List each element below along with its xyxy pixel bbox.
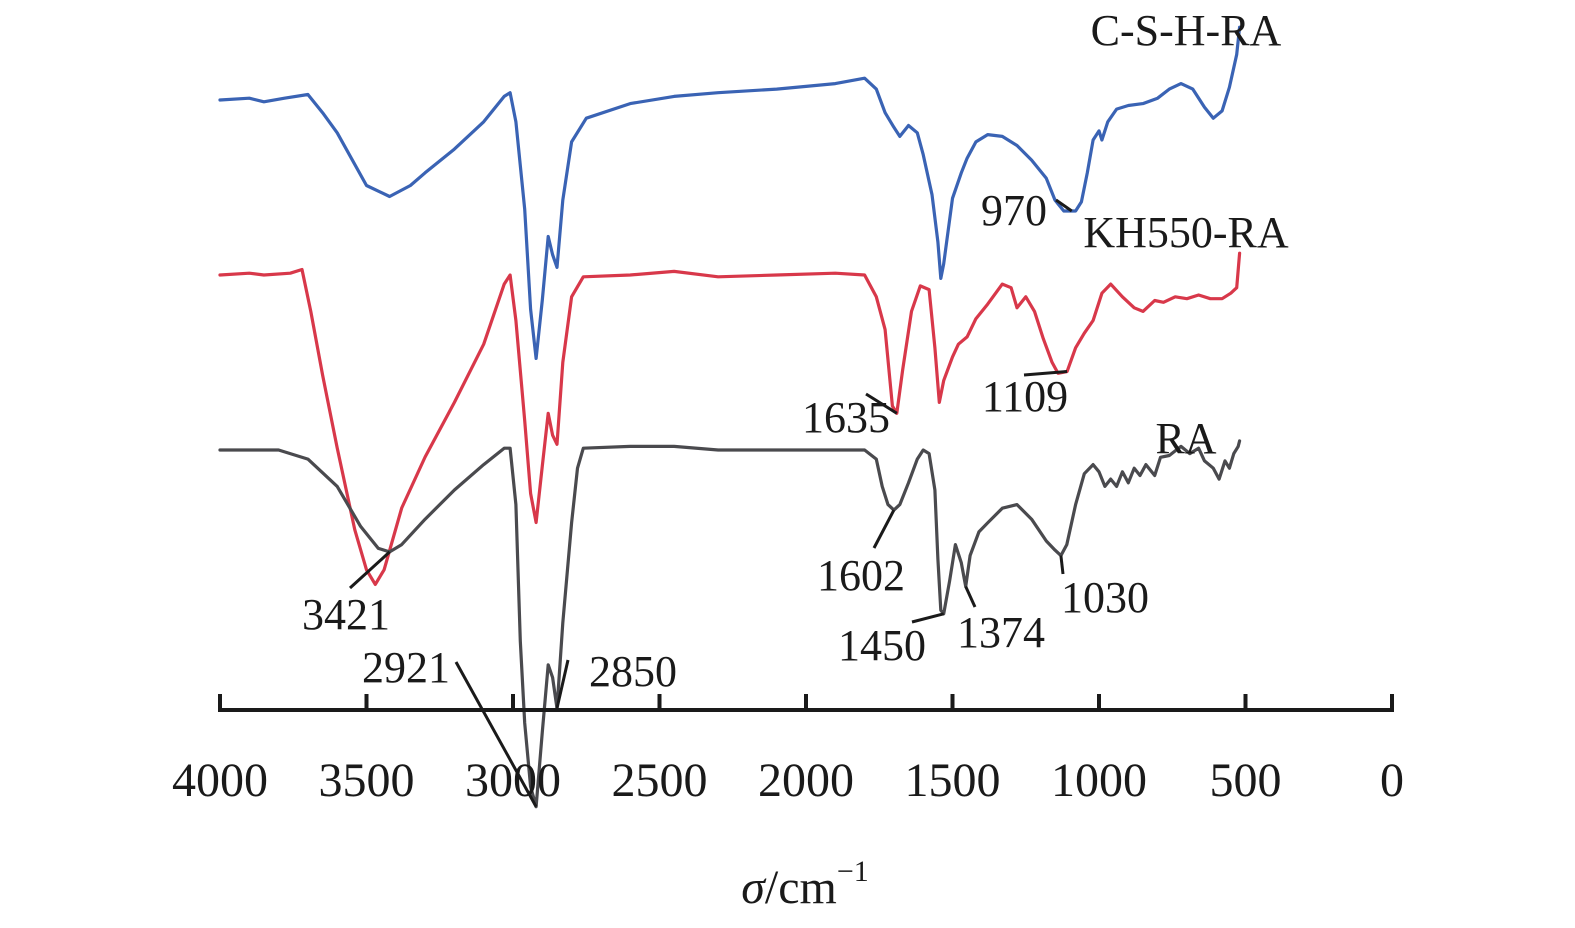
peak-leader-2921 bbox=[454, 661, 538, 808]
x-tick-label-3500: 3500 bbox=[319, 754, 415, 807]
peak-leader-1450 bbox=[911, 612, 945, 624]
peak-leader-1602 bbox=[872, 509, 896, 549]
x-tick-label-500: 500 bbox=[1210, 754, 1282, 807]
peak-leaders-group bbox=[348, 198, 1073, 808]
peak-leader-2850 bbox=[555, 659, 570, 709]
x-tick-label-3000: 3000 bbox=[465, 754, 561, 807]
series-label-c-s-h-ra: C-S-H-RA bbox=[1091, 6, 1282, 55]
series-line-ra bbox=[218, 439, 1242, 809]
x-axis-ticks: 4000 3500 3000 2500 2000 1500 1000 500 0 bbox=[172, 694, 1404, 807]
peak-label-970: 970 bbox=[981, 186, 1047, 235]
series-label-ra: RA bbox=[1155, 414, 1216, 463]
peak-leader-3421 bbox=[348, 550, 391, 590]
peak-label-1109: 1109 bbox=[982, 372, 1068, 421]
peak-label-3421: 3421 bbox=[302, 590, 390, 639]
x-axis-symbol: σ bbox=[741, 861, 767, 914]
series-label-kh550-ra: KH550-RA bbox=[1083, 208, 1289, 257]
peak-leader-1030 bbox=[1059, 555, 1065, 575]
peak-leader-1374 bbox=[964, 585, 977, 608]
peak-label-2921: 2921 bbox=[362, 643, 450, 692]
x-axis-title: σ/cm−1 bbox=[741, 855, 869, 914]
peak-label-2850: 2850 bbox=[589, 647, 677, 696]
x-axis-unit: /cm bbox=[765, 861, 837, 914]
x-tick-label-2000: 2000 bbox=[758, 754, 854, 807]
peak-leader-1109 bbox=[1023, 369, 1068, 377]
peak-leader-1635 bbox=[865, 392, 898, 415]
peak-label-1374: 1374 bbox=[957, 608, 1045, 657]
peak-label-1450: 1450 bbox=[838, 621, 926, 670]
peak-label-1635: 1635 bbox=[802, 393, 890, 442]
peak-label-1602: 1602 bbox=[817, 551, 905, 600]
series-line-c-s-h-ra bbox=[218, 25, 1242, 360]
peak-leader-970 bbox=[1055, 198, 1073, 213]
x-tick-label-0: 0 bbox=[1380, 754, 1404, 807]
peak-label-1030: 1030 bbox=[1061, 573, 1149, 622]
x-tick-label-1500: 1500 bbox=[905, 754, 1001, 807]
x-axis-exponent: −1 bbox=[837, 855, 869, 888]
x-tick-label-2500: 2500 bbox=[612, 754, 708, 807]
x-tick-label-4000: 4000 bbox=[172, 754, 268, 807]
series-line-kh550-ra bbox=[218, 251, 1242, 586]
spectra-group bbox=[218, 25, 1242, 809]
x-tick-label-1000: 1000 bbox=[1051, 754, 1147, 807]
